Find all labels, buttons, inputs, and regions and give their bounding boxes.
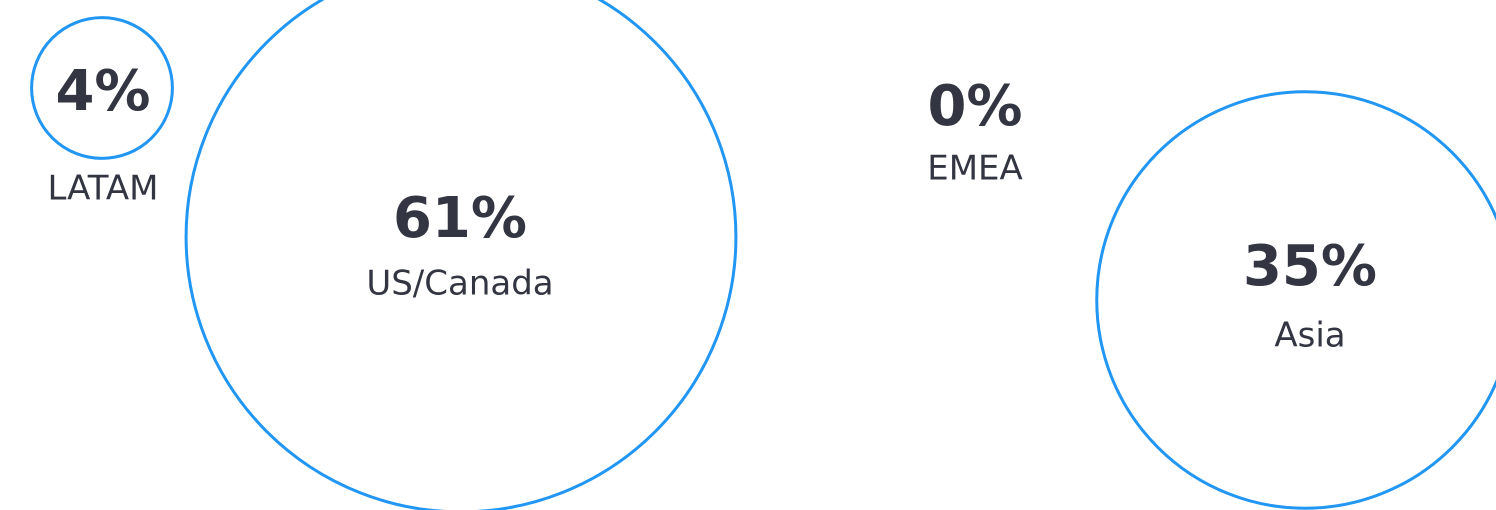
category-label: LATAM xyxy=(47,169,158,209)
category-label: US/Canada xyxy=(366,264,553,304)
category-label: Asia xyxy=(1274,316,1345,356)
bubble xyxy=(184,0,738,510)
value-label: 4% xyxy=(55,59,150,124)
value-label: 35% xyxy=(1243,234,1377,299)
bubble xyxy=(1095,90,1496,510)
value-label: 0% xyxy=(927,74,1022,139)
bubble xyxy=(30,16,174,160)
value-label: 61% xyxy=(393,186,527,251)
category-label: EMEA xyxy=(927,149,1023,189)
